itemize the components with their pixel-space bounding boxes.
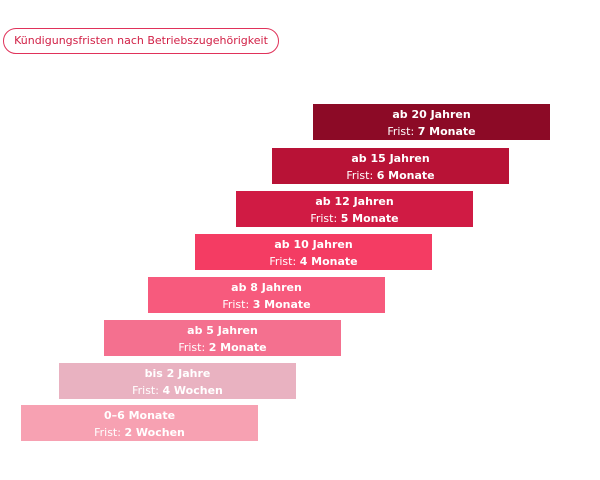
step-1: bis 2 Jahre Frist: 4 Wochen — [59, 363, 296, 399]
step-period: 5 Monate — [340, 212, 399, 225]
title-text: Kündigungsfristen nach Betriebszugehörig… — [14, 34, 268, 47]
step-period: 7 Monate — [417, 125, 476, 138]
frist-label: Frist: — [132, 384, 159, 397]
step-label: ab 5 Jahren — [187, 324, 258, 337]
step-label: ab 10 Jahren — [274, 238, 353, 251]
step-label: bis 2 Jahre — [144, 367, 211, 380]
step-period: 4 Monate — [299, 255, 358, 268]
frist-label: Frist: — [178, 341, 206, 354]
frist-label: Frist: — [310, 212, 338, 225]
step-period: 2 Monate — [208, 341, 267, 354]
frist-label: Frist: — [222, 298, 250, 311]
step-label: ab 8 Jahren — [231, 281, 302, 294]
step-5: ab 12 Jahren Frist: 5 Monate — [236, 191, 473, 227]
step-3: ab 8 Jahren Frist: 3 Monate — [148, 277, 385, 313]
step-0: 0–6 Monate Frist: 2 Wochen — [21, 405, 258, 441]
frist-label: Frist: — [94, 426, 121, 439]
step-period: 3 Monate — [252, 298, 311, 311]
title-badge: Kündigungsfristen nach Betriebszugehörig… — [3, 28, 279, 54]
frist-label: Frist: — [269, 255, 297, 268]
step-period: 4 Wochen — [162, 384, 223, 397]
step-4: ab 10 Jahren Frist: 4 Monate — [195, 234, 432, 270]
step-period: 6 Monate — [376, 169, 435, 182]
step-label: ab 20 Jahren — [392, 108, 471, 121]
frist-label: Frist: — [387, 125, 415, 138]
step-label: ab 12 Jahren — [315, 195, 394, 208]
step-period: 2 Wochen — [124, 426, 185, 439]
step-label: ab 15 Jahren — [351, 152, 430, 165]
step-6: ab 15 Jahren Frist: 6 Monate — [272, 148, 509, 184]
frist-label: Frist: — [346, 169, 374, 182]
step-2: ab 5 Jahren Frist: 2 Monate — [104, 320, 341, 356]
step-7: ab 20 Jahren Frist: 7 Monate — [313, 104, 550, 140]
step-label: 0–6 Monate — [103, 409, 176, 422]
